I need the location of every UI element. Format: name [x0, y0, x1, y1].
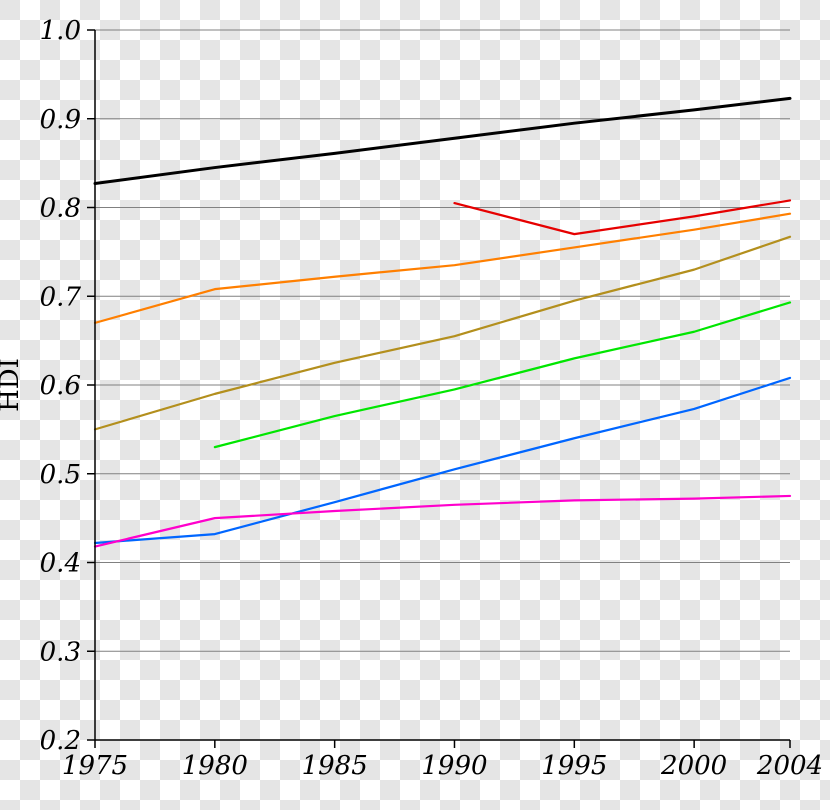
x-tick-label: 2004 [756, 751, 823, 781]
x-tick-label: 1985 [302, 751, 368, 781]
y-tick-label: 0.9 [40, 105, 81, 135]
x-tick-label: 1990 [421, 751, 487, 781]
y-tick-label: 0.3 [40, 637, 81, 667]
y-tick-label: 0.7 [40, 282, 82, 312]
series-red [454, 200, 790, 234]
series-green [215, 302, 790, 447]
x-tick-label: 2000 [660, 751, 727, 781]
series-blue [95, 378, 790, 543]
x-tick-label: 1980 [182, 751, 248, 781]
series-magenta [95, 496, 790, 547]
y-tick-label: 1.0 [40, 16, 81, 46]
y-tick-label: 0.6 [40, 371, 81, 401]
y-tick-label: 0.5 [40, 460, 81, 490]
x-tick-label: 1995 [541, 751, 607, 781]
series-black [95, 98, 790, 183]
y-tick-label: 0.8 [40, 194, 81, 224]
hdi-line-chart: 19751980198519901995200020040.20.30.40.5… [0, 0, 830, 810]
y-tick-label: 0.2 [40, 726, 81, 756]
series-orange [95, 214, 790, 323]
y-tick-label: 0.4 [40, 549, 81, 579]
y-axis-title: HDI [0, 358, 25, 412]
